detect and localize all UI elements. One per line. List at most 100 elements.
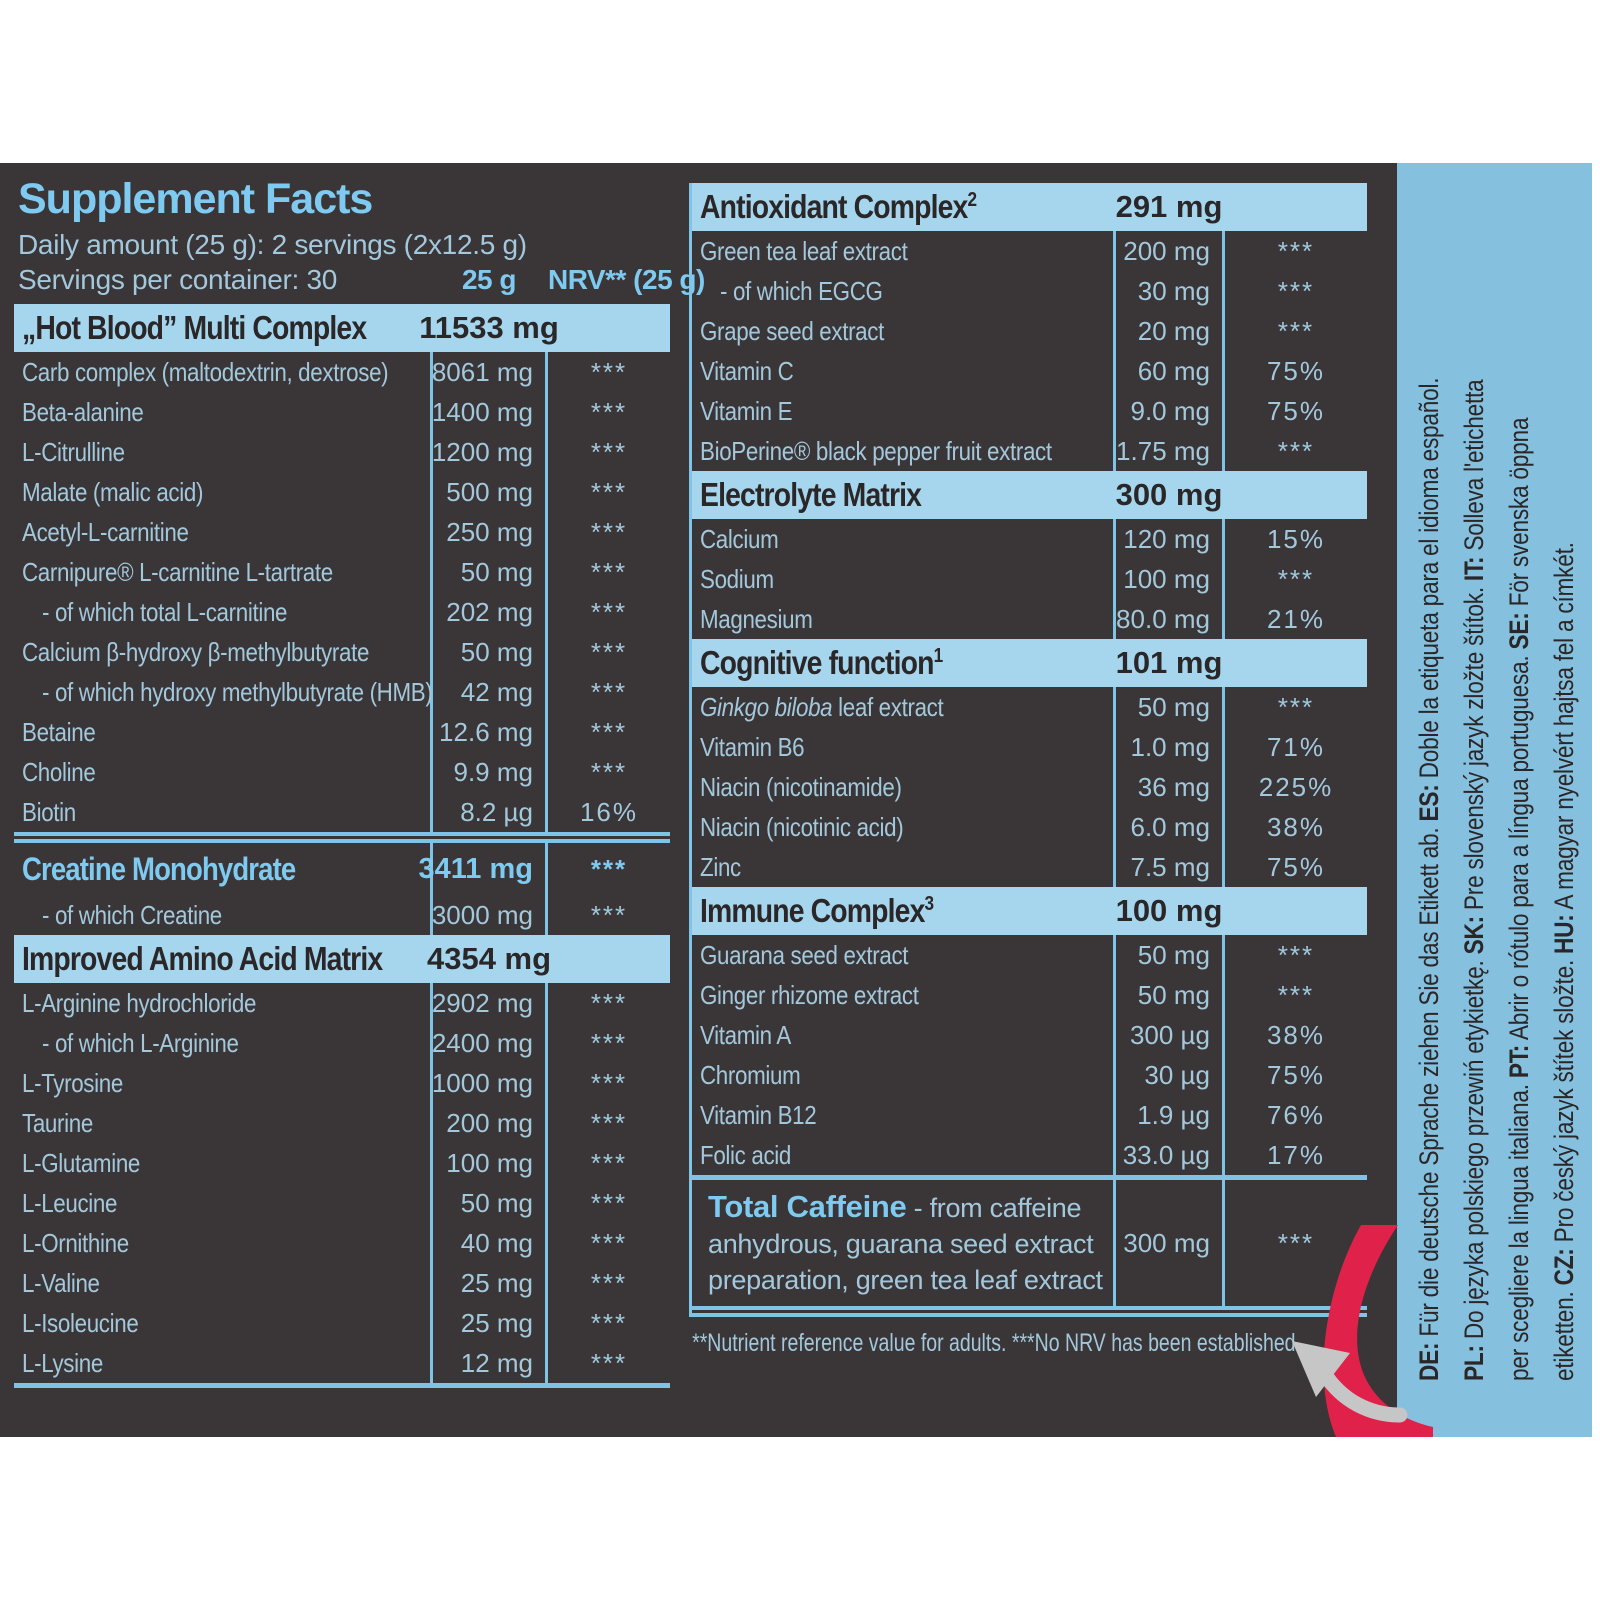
- language-code: SK:: [1458, 916, 1489, 955]
- row-amount: 25 mg: [430, 1263, 548, 1303]
- language-line: per scegliere la lingua italiana. PT: Ab…: [1503, 417, 1534, 1381]
- row-amount: 30 µg: [1113, 1055, 1225, 1095]
- row-amount: 50 mg: [430, 632, 548, 672]
- row-nrv: ***: [590, 756, 628, 787]
- row-amount: 9.9 mg: [430, 752, 548, 792]
- row-nrv: ***: [590, 899, 628, 930]
- section-nrv-spacer: [1225, 183, 1367, 231]
- row-nrv: ***: [590, 436, 628, 467]
- right-facts-table: Antioxidant Complex2 291 mg Green tea leaf…: [689, 183, 1367, 1358]
- section-nrv-spacer: [548, 304, 670, 352]
- row-name: Niacin (nicotinic acid): [700, 811, 904, 842]
- row-amount: 36 mg: [1113, 767, 1225, 807]
- divider-rule: [692, 1175, 1367, 1180]
- row-name: L-Tyrosine: [22, 1067, 123, 1098]
- section-amount: 100 mg: [1115, 893, 1223, 928]
- row-nrv: ***: [590, 396, 628, 427]
- column-header-row: Servings per container: 30 25 g NRV** (2…: [14, 263, 705, 296]
- sidebar-language-panel: DE: Für die deutsche Sprache ziehen Sie …: [1397, 163, 1592, 1437]
- row-amount: 2902 mg: [430, 983, 548, 1023]
- row-name: Acetyl-L-carnitine: [22, 516, 189, 547]
- table-row: - of which total L-carnitine 202 mg ***: [14, 592, 670, 632]
- section-title-sup: 2: [967, 189, 977, 211]
- row-name: Ginkgo biloba leaf extract: [700, 691, 944, 722]
- table-row: L-Citrulline 1200 mg ***: [14, 432, 670, 472]
- row-amount: 300 µg: [1113, 1015, 1225, 1055]
- row-amount: 1.9 µg: [1113, 1095, 1225, 1135]
- section-header-bar: Immune Complex3 100 mg: [692, 887, 1367, 935]
- caffeine-block: Total Caffeine - from caffeine anhydrous…: [692, 1180, 1367, 1306]
- section-title: Antioxidant Complex2: [692, 183, 1113, 231]
- row-nrv: ***: [590, 676, 628, 707]
- table-row: Biotin 8.2 µg 16%: [14, 792, 670, 832]
- row-nrv: ***: [1277, 939, 1315, 970]
- row-name: L-Isoleucine: [22, 1307, 139, 1338]
- section-title: Improved Amino Acid Matrix: [14, 935, 430, 983]
- language-code: CZ:: [1548, 1248, 1579, 1286]
- divider-rule: [14, 832, 670, 843]
- row-amount: 60 mg: [1113, 351, 1225, 391]
- row-name: Betaine: [22, 716, 96, 747]
- row-amount: 50 mg: [430, 1183, 548, 1223]
- row-nrv: 38%: [1266, 811, 1326, 842]
- section-title-text: Electrolyte Matrix: [700, 476, 922, 513]
- row-amount: 120 mg: [1113, 519, 1225, 559]
- row-name: Carb complex (maltodextrin, dextrose): [22, 356, 389, 387]
- row-name: - of which EGCG: [720, 275, 883, 306]
- row-name: L-Valine: [22, 1267, 100, 1298]
- row-nrv: 75%: [1266, 851, 1326, 882]
- row-name: L-Ornithine: [22, 1227, 129, 1258]
- row-nrv: ***: [590, 556, 628, 587]
- table-row: Folic acid 33.0 µg 17%: [692, 1135, 1367, 1175]
- table-row: Magnesium 80.0 mg 21%: [692, 599, 1367, 639]
- row-nrv: ***: [590, 1027, 628, 1058]
- table-row: Niacin (nicotinamide) 36 mg 225%: [692, 767, 1367, 807]
- row-nrv: ***: [590, 1267, 628, 1298]
- row-name: Biotin: [22, 796, 76, 827]
- row-amount: 100 mg: [430, 1143, 548, 1183]
- section-amount: 101 mg: [1115, 645, 1223, 680]
- section-title-text: Cognitive function: [700, 644, 934, 681]
- row-nrv: ***: [590, 987, 628, 1018]
- table-row: Calcium 120 mg 15%: [692, 519, 1367, 559]
- table-row: L-Ornithine 40 mg ***: [14, 1223, 670, 1263]
- table-row: Beta-alanine 1400 mg ***: [14, 392, 670, 432]
- section-title: Cognitive function1: [692, 639, 1113, 687]
- row-nrv: ***: [1277, 235, 1315, 266]
- section-header-bar: Improved Amino Acid Matrix 4354 mg: [14, 935, 670, 983]
- row-name: Calcium: [700, 523, 779, 554]
- row-name: L-Arginine hydrochloride: [22, 987, 257, 1018]
- row-nrv: ***: [1277, 979, 1315, 1010]
- caffeine-title: Total Caffeine: [708, 1188, 907, 1224]
- row-nrv: ***: [1277, 315, 1315, 346]
- row-amount: 12.6 mg: [430, 712, 548, 752]
- row-nrv: ***: [590, 476, 628, 507]
- row-name: Calcium β-hydroxy β-methylbutyrate: [22, 636, 370, 667]
- row-amount: 100 mg: [1113, 559, 1225, 599]
- caffeine-sources: - from caffeine anhydrous, guarana seed …: [708, 1192, 1103, 1295]
- language-code: HU:: [1548, 914, 1579, 954]
- row-nrv: ***: [590, 1107, 628, 1138]
- row-amount: 200 mg: [1113, 231, 1225, 271]
- row-nrv: ***: [590, 356, 628, 387]
- row-amount: 1000 mg: [430, 1063, 548, 1103]
- row-name: Choline: [22, 756, 96, 787]
- row-name: L-Glutamine: [22, 1147, 141, 1178]
- row-amount: 1200 mg: [430, 432, 548, 472]
- divider-rule: [14, 1383, 670, 1388]
- table-row: Carnipure® L-carnitine L-tartrate 50 mg **…: [14, 552, 670, 592]
- row-name-italic: Ginkgo biloba: [700, 691, 833, 722]
- section-nrv-spacer: [1225, 887, 1367, 935]
- section-amount: 291 mg: [1115, 189, 1223, 224]
- row-amount: 1.0 mg: [1113, 727, 1225, 767]
- row-name: Guarana seed extract: [700, 939, 909, 970]
- row-amount: 25 mg: [430, 1303, 548, 1343]
- language-line: etiketten. CZ: Pro český jazyk štítek sl…: [1548, 542, 1579, 1381]
- row-nrv: ***: [590, 1067, 628, 1098]
- row-name: - of which total L-carnitine: [42, 596, 288, 627]
- row-amount: 2400 mg: [430, 1023, 548, 1063]
- divider-rule: [692, 1306, 1367, 1317]
- table-row: Acetyl-L-carnitine 250 mg ***: [14, 512, 670, 552]
- row-name: L-Citrulline: [22, 436, 125, 467]
- row-amount: 40 mg: [430, 1223, 548, 1263]
